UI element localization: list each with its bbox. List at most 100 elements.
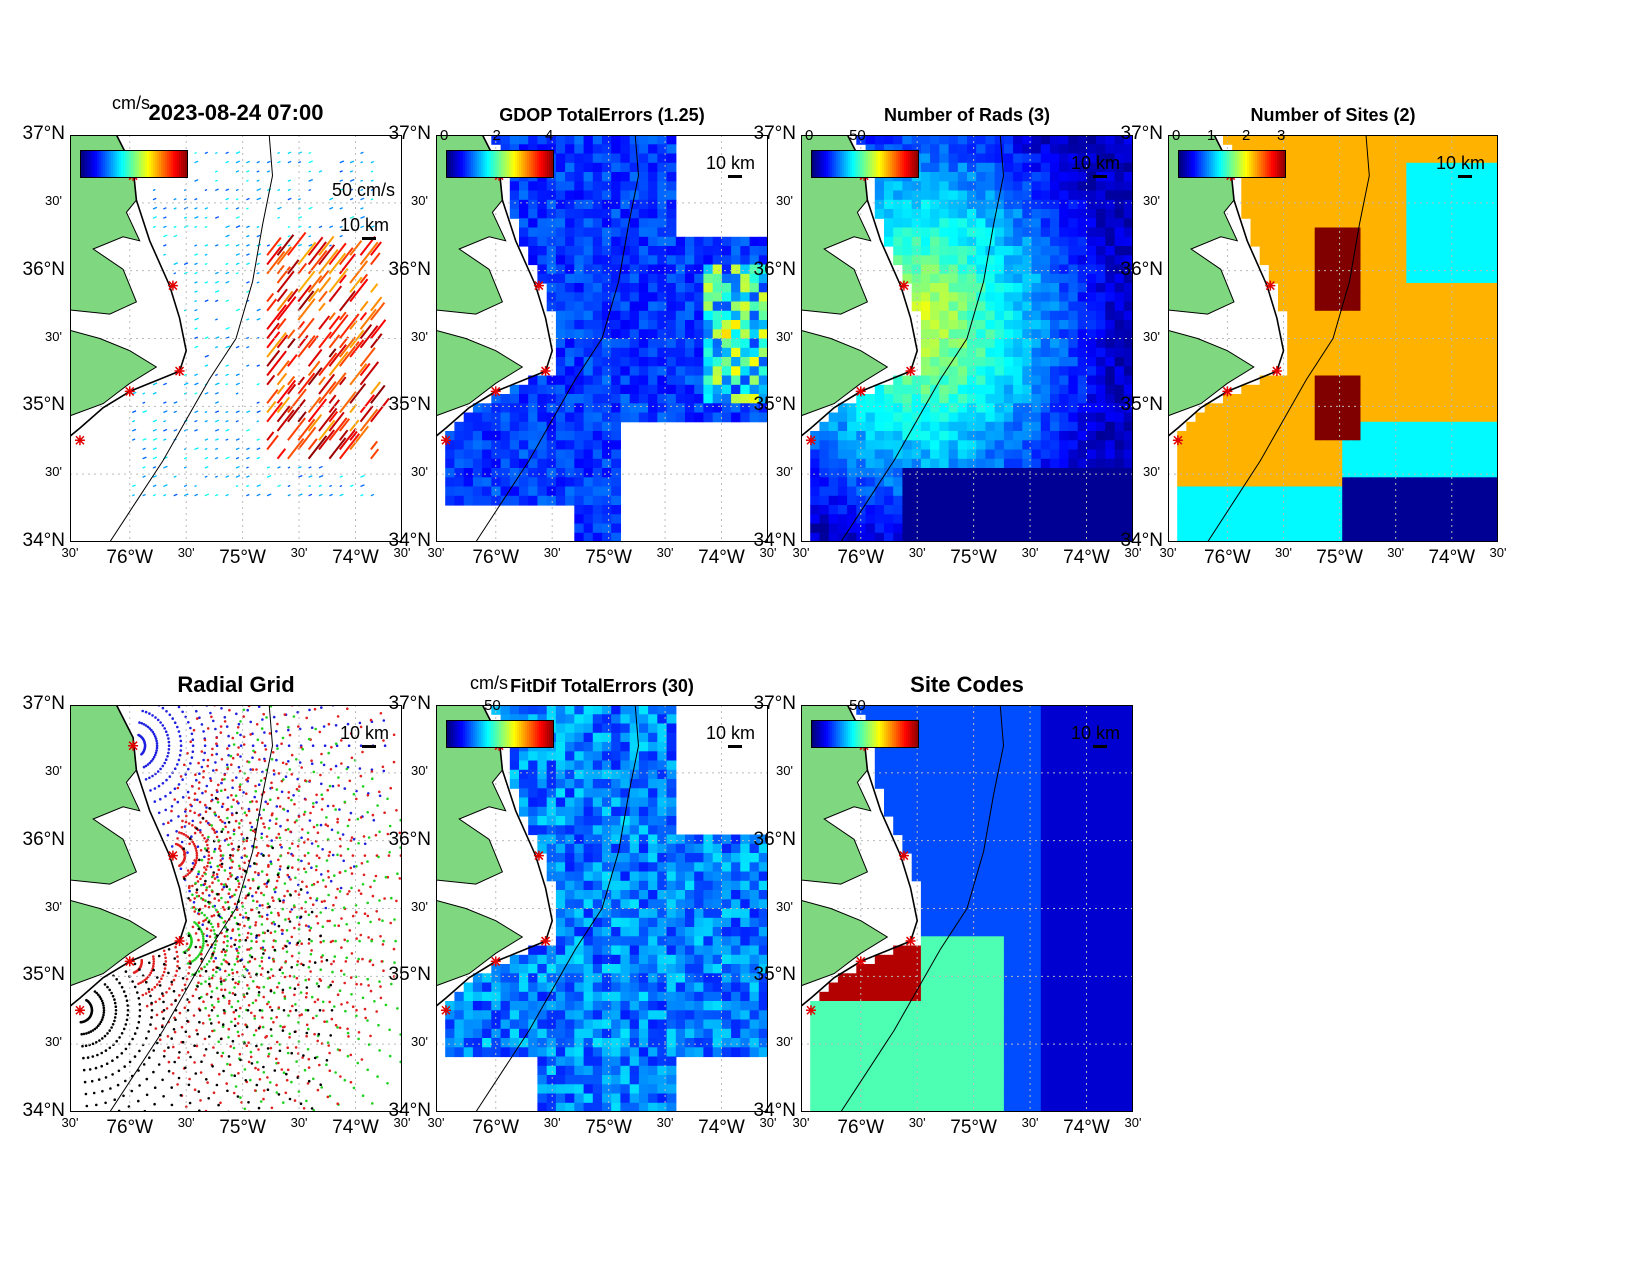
x-minor-tick-label: 30' [759, 1115, 777, 1130]
scale-bar [362, 237, 376, 240]
y-tick-label: 35°N [22, 394, 65, 416]
x-minor-tick-label: 30' [656, 545, 674, 560]
map-currents [70, 135, 402, 542]
scale-bar [1093, 175, 1107, 178]
map-gdop [436, 135, 768, 542]
y-minor-tick-label: 30' [1143, 192, 1160, 208]
y-minor-tick-label: 30' [411, 1034, 428, 1050]
y-tick-label: 36°N [22, 828, 65, 850]
x-minor-tick-label: 30' [1124, 545, 1142, 560]
scale-bar-label: 10 km [1071, 153, 1121, 173]
y-minor-tick-label: 30' [1143, 328, 1160, 344]
x-minor-tick-label: 30' [290, 1115, 308, 1130]
x-minor-tick-label: 30' [1275, 545, 1292, 560]
y-minor-tick-label: 30' [776, 328, 793, 344]
map-fitdif [436, 705, 768, 1112]
scale-bar-label: 10 km [340, 723, 390, 743]
y-tick-label: 37°N [22, 123, 65, 144]
x-minor-tick-label: 30' [543, 1115, 561, 1130]
map-radgrid [70, 705, 402, 1112]
x-tick-label: 76°W [106, 1117, 154, 1138]
x-minor-tick-label: 30' [792, 1115, 810, 1130]
y-tick-label: 37°N [753, 693, 796, 714]
panel-title: 2023-08-24 07:00 [148, 100, 324, 125]
scale-bar-label: 10 km [1071, 723, 1121, 743]
y-tick-label: 36°N [753, 258, 796, 280]
colorbar [80, 150, 188, 178]
panel-title: Site Codes [910, 672, 1024, 697]
colorbar-tick: 0 [1172, 127, 1181, 144]
y-tick-label: 36°N [388, 258, 431, 280]
vector-scale-label: 50 cm/s [332, 180, 396, 200]
x-tick-label: 76°W [472, 1117, 520, 1138]
colorbar-tick: 50 [484, 697, 501, 714]
scale-bar [728, 175, 742, 178]
colorbar-unit: cm/s [470, 673, 508, 693]
y-tick-label: 34°N [388, 530, 431, 551]
x-minor-tick-label: 30' [61, 1115, 79, 1130]
map-nsites [1168, 135, 1498, 542]
colorbar-unit: cm/s [112, 93, 150, 113]
y-tick-label: 37°N [1120, 123, 1163, 144]
y-minor-tick-label: 30' [45, 1034, 62, 1050]
colorbar [811, 720, 919, 748]
colorbar-tick: 2 [1242, 127, 1251, 144]
y-tick-label: 35°N [753, 964, 796, 986]
scale-bar [728, 745, 742, 748]
x-minor-tick-label: 30' [177, 545, 195, 560]
x-tick-label: 76°W [1204, 547, 1251, 568]
x-tick-label: 75°W [950, 547, 997, 568]
x-minor-tick-label: 30' [908, 1115, 926, 1130]
y-minor-tick-label: 30' [411, 328, 428, 344]
colorbar [1178, 150, 1286, 178]
colorbar-tick: 0 [440, 127, 449, 144]
colorbar [811, 150, 919, 178]
y-minor-tick-label: 30' [411, 898, 428, 914]
scale-bar-label: 10 km [706, 153, 756, 173]
x-minor-tick-label: 30' [759, 545, 777, 560]
y-minor-tick-label: 30' [45, 762, 62, 778]
colorbar-tick: 2 [492, 127, 501, 144]
y-minor-tick-label: 30' [45, 192, 62, 208]
y-tick-label: 34°N [753, 1100, 796, 1121]
colorbar [446, 720, 554, 748]
x-tick-label: 74°W [698, 1117, 745, 1138]
panel-title: GDOP TotalErrors (1.25) [499, 105, 705, 125]
x-minor-tick-label: 30' [543, 545, 561, 560]
x-tick-label: 76°W [106, 547, 154, 568]
y-minor-tick-label: 30' [411, 192, 428, 208]
x-minor-tick-label: 30' [908, 545, 926, 560]
x-tick-label: 74°W [332, 547, 379, 568]
y-tick-label: 35°N [1120, 394, 1163, 416]
colorbar-tick: 50 [849, 127, 866, 144]
x-minor-tick-label: 30' [427, 545, 445, 560]
y-minor-tick-label: 30' [45, 464, 62, 480]
scale-bar-label: 10 km [340, 215, 390, 235]
x-tick-label: 75°W [1316, 547, 1363, 568]
y-tick-label: 35°N [388, 964, 431, 986]
x-minor-tick-label: 30' [393, 545, 411, 560]
x-tick-label: 76°W [837, 1117, 885, 1138]
x-minor-tick-label: 30' [792, 545, 810, 560]
y-tick-label: 37°N [388, 123, 431, 144]
y-tick-label: 37°N [22, 693, 65, 714]
colorbar [446, 150, 554, 178]
y-minor-tick-label: 30' [776, 898, 793, 914]
x-tick-label: 74°W [698, 547, 745, 568]
x-minor-tick-label: 30' [427, 1115, 445, 1130]
y-tick-label: 36°N [388, 828, 431, 850]
x-minor-tick-label: 30' [656, 1115, 674, 1130]
x-tick-label: 75°W [950, 1117, 997, 1138]
x-minor-tick-label: 30' [61, 545, 79, 560]
y-tick-label: 37°N [388, 693, 431, 714]
x-tick-label: 74°W [332, 1117, 379, 1138]
scale-bar [1093, 745, 1107, 748]
x-tick-label: 76°W [837, 547, 885, 568]
scale-bar-label: 10 km [1436, 153, 1486, 173]
map-nrads [801, 135, 1133, 542]
y-tick-label: 35°N [753, 394, 796, 416]
y-minor-tick-label: 30' [1143, 464, 1160, 480]
y-minor-tick-label: 30' [411, 464, 428, 480]
x-minor-tick-label: 30' [1021, 1115, 1039, 1130]
colorbar-tick: 3 [1277, 127, 1286, 144]
